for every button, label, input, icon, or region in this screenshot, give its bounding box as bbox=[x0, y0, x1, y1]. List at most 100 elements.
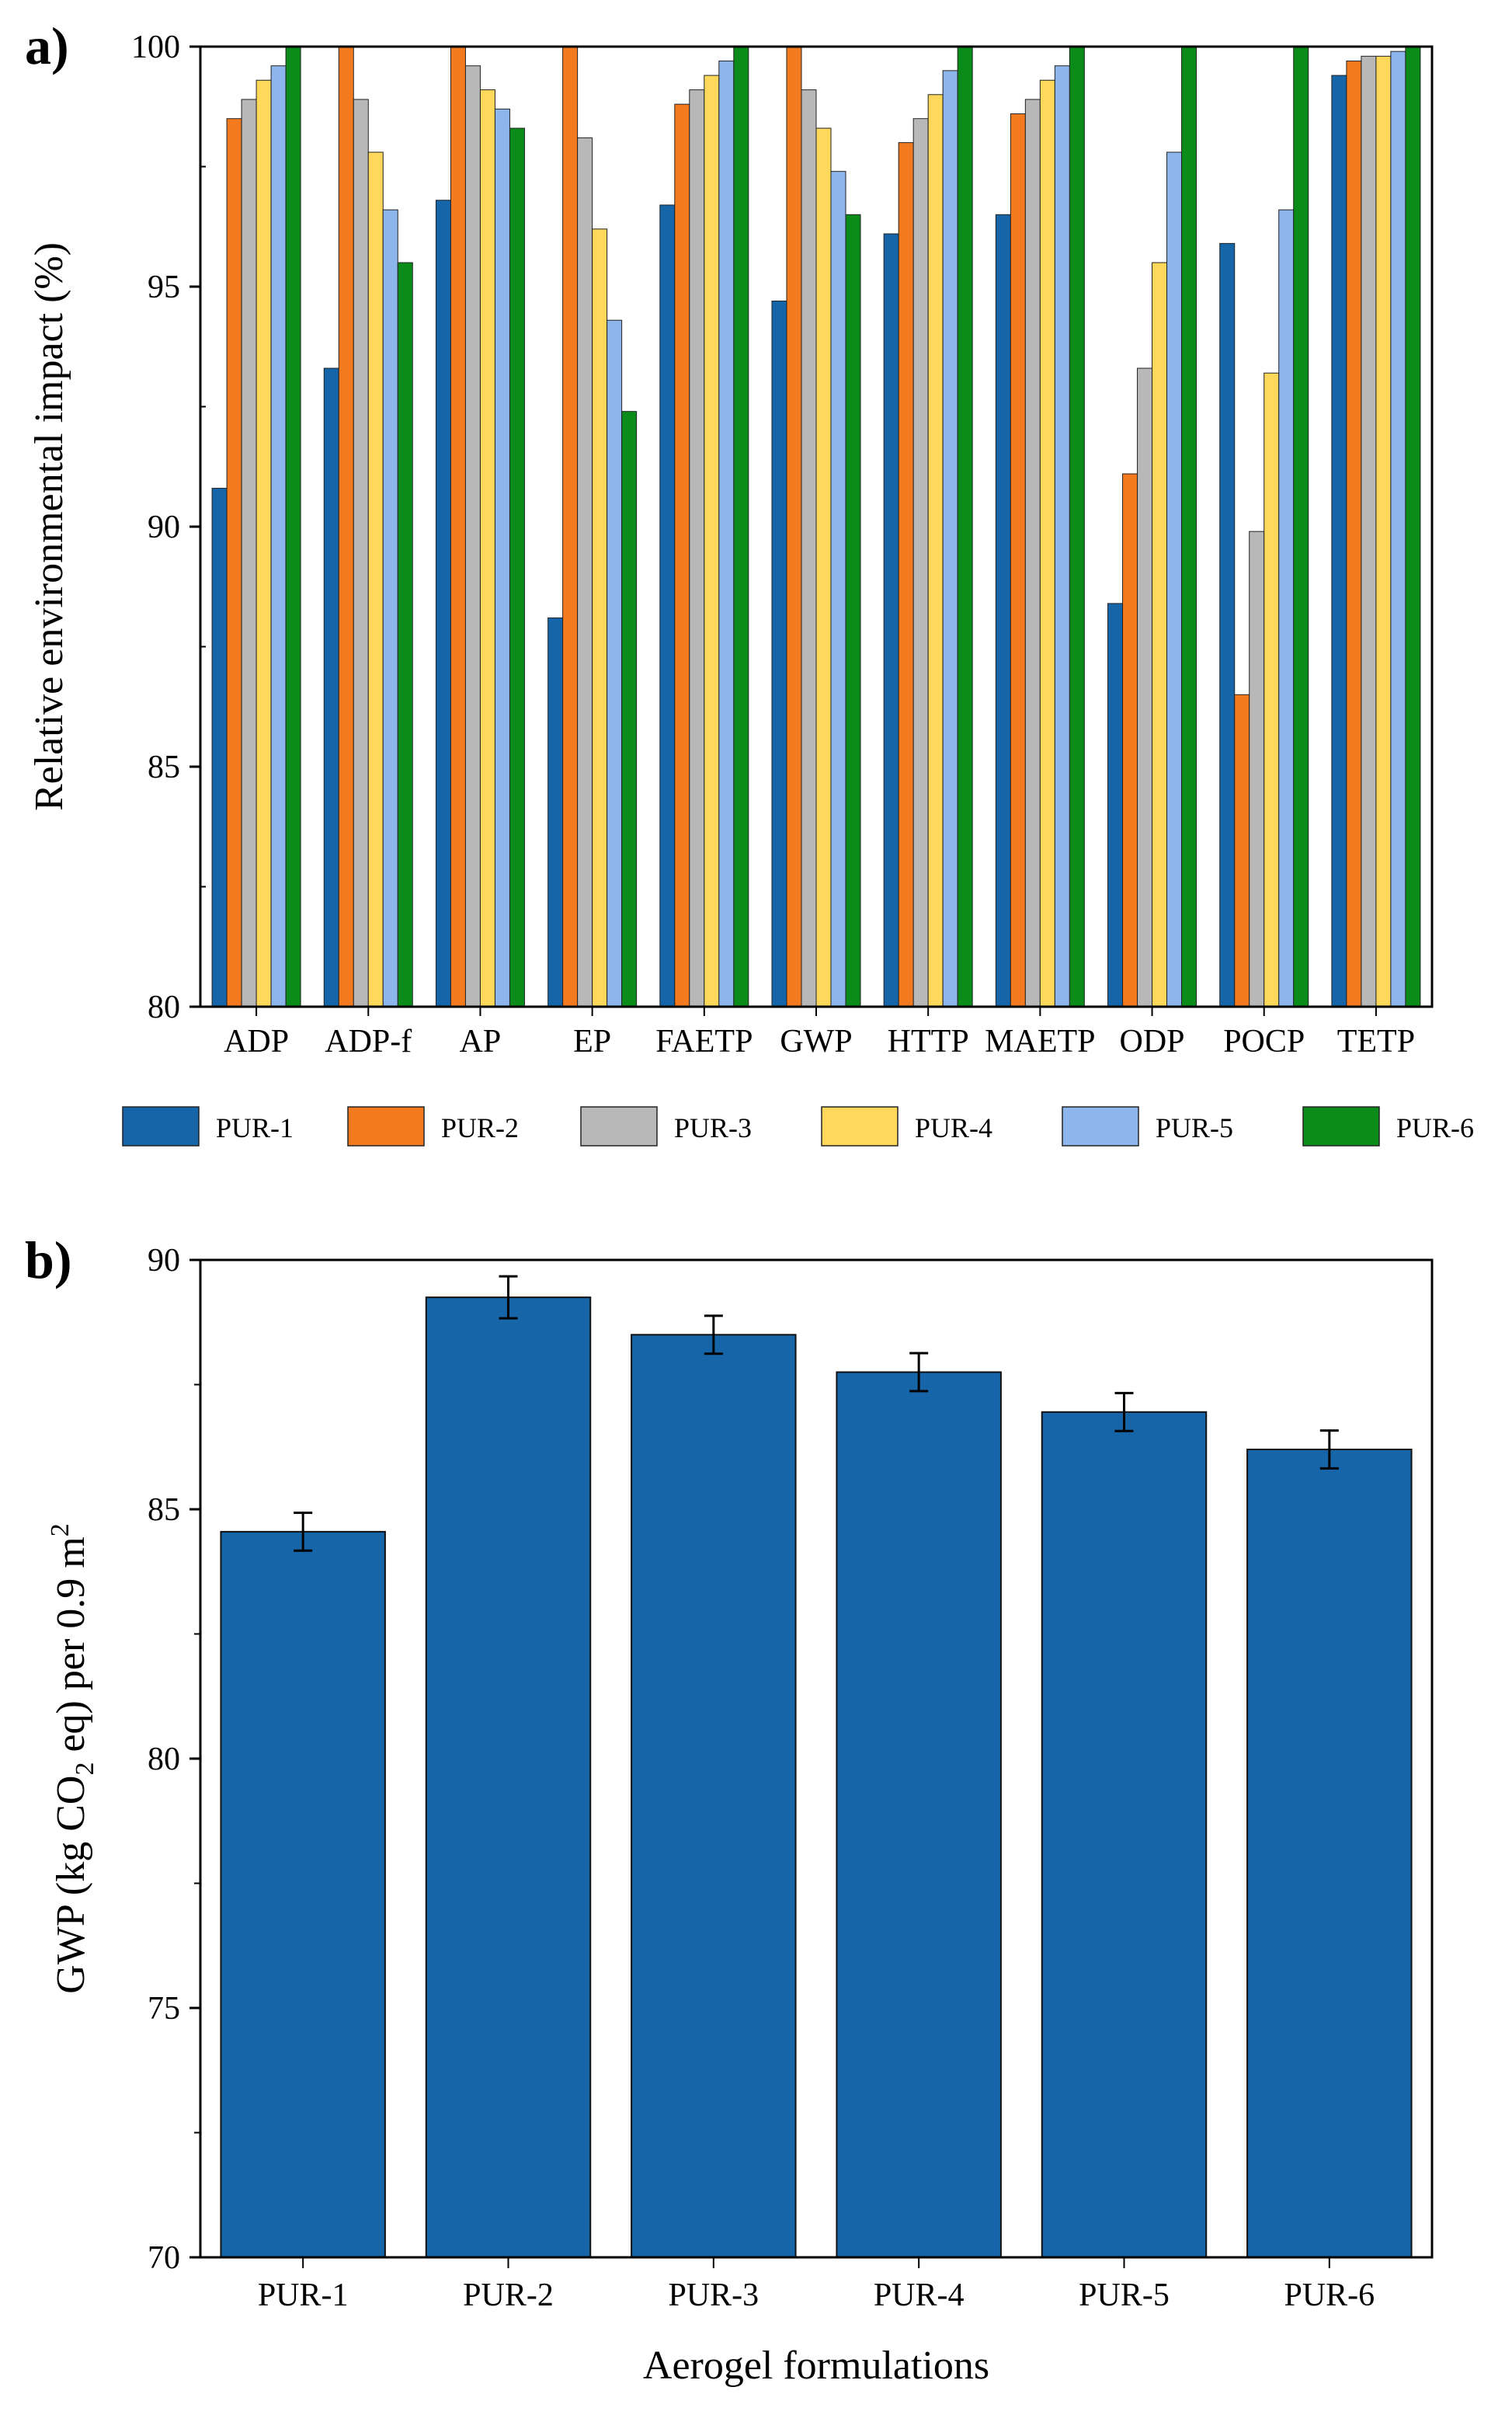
bar-maetp-pur-1 bbox=[995, 214, 1011, 1007]
y-tick-label: 95 bbox=[148, 270, 180, 305]
x-category-label: MAETP bbox=[985, 1024, 1095, 1060]
bar-gwp-pur-5 bbox=[830, 171, 846, 1007]
legend-label-pur-3: PUR-3 bbox=[674, 1112, 752, 1143]
bar-maetp-pur-2 bbox=[1010, 113, 1026, 1007]
bar-pur-2 bbox=[425, 1296, 592, 2258]
bar-maetp-pur-6 bbox=[1069, 46, 1085, 1007]
bar-pocp-pur-1 bbox=[1219, 242, 1236, 1007]
b-ylabel-pre: GWP (kg CO bbox=[49, 1776, 93, 1994]
bar-odp-pur-6 bbox=[1181, 46, 1197, 1007]
x-category-label: POCP bbox=[1223, 1024, 1305, 1060]
bar-ap-pur-1 bbox=[435, 200, 451, 1007]
panel-b-y-axis: 70 75 80 85 90 bbox=[148, 1243, 200, 2276]
x-category-label: TETP bbox=[1337, 1024, 1415, 1060]
bar-http-pur-5 bbox=[942, 70, 958, 1007]
panel-b-y-axis-title: GWP (kg CO2 eq) per 0.9 m2 bbox=[46, 1523, 99, 1993]
bar-pur-3 bbox=[631, 1334, 797, 2258]
legend-label-pur-4: PUR-4 bbox=[915, 1112, 992, 1143]
bar-faetp-pur-6 bbox=[733, 46, 749, 1007]
bar-maetp-pur-4 bbox=[1039, 79, 1055, 1007]
bar-pocp-pur-2 bbox=[1234, 694, 1250, 1007]
bar-pocp-pur-5 bbox=[1278, 209, 1295, 1007]
legend-swatch-pur-1 bbox=[122, 1106, 200, 1147]
bar-odp-pur-1 bbox=[1107, 603, 1124, 1007]
bar-ap-pur-4 bbox=[479, 89, 495, 1007]
bar-ep-pur-6 bbox=[621, 411, 638, 1007]
x-category-label: PUR-3 bbox=[668, 2278, 759, 2313]
panel-b-x-axis: PUR-1 PUR-2 PUR-3 PUR-4 PUR-5 PUR-6 bbox=[258, 2257, 1375, 2313]
bar-http-pur-4 bbox=[927, 94, 944, 1007]
bar-faetp-pur-5 bbox=[718, 61, 735, 1007]
x-category-label: PUR-4 bbox=[874, 2278, 965, 2313]
bar-tetp-pur-6 bbox=[1405, 46, 1421, 1007]
bar-adp-pur-1 bbox=[211, 488, 228, 1007]
bar-adp-f-pur-3 bbox=[353, 99, 369, 1007]
legend-label-pur-2: PUR-2 bbox=[441, 1112, 519, 1143]
bar-faetp-pur-3 bbox=[689, 89, 705, 1007]
legend-swatch-pur-6 bbox=[1302, 1106, 1380, 1147]
x-category-label: PUR-1 bbox=[258, 2278, 349, 2313]
x-category-label: AP bbox=[460, 1024, 502, 1060]
legend-label-pur-5: PUR-5 bbox=[1156, 1112, 1233, 1143]
bar-pur-5 bbox=[1041, 1411, 1208, 2258]
bar-ap-pur-5 bbox=[494, 108, 510, 1007]
y-tick-label: 85 bbox=[148, 750, 180, 785]
bar-http-pur-1 bbox=[883, 233, 899, 1007]
legend-swatch-pur-5 bbox=[1062, 1106, 1139, 1147]
panel-a-legend: PUR-1 PUR-2 PUR-3 PUR-4 PUR-5 PUR-6 bbox=[122, 1106, 1474, 1147]
x-category-label: GWP bbox=[780, 1024, 852, 1060]
bar-tetp-pur-3 bbox=[1361, 55, 1377, 1007]
bar-http-pur-2 bbox=[898, 142, 914, 1007]
bar-ap-pur-2 bbox=[450, 46, 466, 1007]
bar-tetp-pur-5 bbox=[1390, 50, 1406, 1007]
bar-gwp-pur-1 bbox=[771, 301, 787, 1007]
bar-ep-pur-1 bbox=[547, 617, 564, 1007]
legend-swatch-pur-3 bbox=[580, 1106, 658, 1147]
legend-swatch-pur-2 bbox=[347, 1106, 425, 1147]
bar-odp-pur-2 bbox=[1122, 473, 1138, 1007]
bar-odp-pur-3 bbox=[1137, 367, 1153, 1007]
bar-adp-f-pur-4 bbox=[367, 151, 384, 1007]
bar-pocp-pur-3 bbox=[1249, 531, 1265, 1007]
legend-label-pur-1: PUR-1 bbox=[216, 1112, 294, 1143]
bar-pocp-pur-6 bbox=[1293, 46, 1309, 1007]
panel-a-y-axis-title: Relative environmental impact (%) bbox=[27, 242, 71, 811]
panel-b-label: b) bbox=[25, 1230, 71, 1289]
y-tick-label: 80 bbox=[148, 1742, 180, 1777]
b-ylabel-sup: 2 bbox=[46, 1523, 75, 1536]
panel-a-label: a) bbox=[25, 16, 69, 75]
bar-adp-f-pur-5 bbox=[382, 209, 398, 1007]
bar-ep-pur-5 bbox=[607, 319, 623, 1007]
panel-a-chart: a) 80 85 90 95 100 ADP ADP-f AP EP FAETP GWP HTTP M… bbox=[25, 16, 1474, 1147]
bar-http-pur-3 bbox=[912, 118, 929, 1007]
bar-pur-4 bbox=[836, 1371, 1002, 2258]
bar-faetp-pur-1 bbox=[659, 204, 676, 1007]
bar-ap-pur-3 bbox=[464, 65, 481, 1007]
x-category-label: FAETP bbox=[655, 1024, 753, 1060]
b-ylabel-sub: 2 bbox=[71, 1763, 99, 1776]
bar-faetp-pur-4 bbox=[704, 75, 720, 1007]
y-tick-label: 100 bbox=[131, 30, 180, 65]
bar-ep-pur-4 bbox=[592, 228, 608, 1007]
panel-a-x-axis: ADP ADP-f AP EP FAETP GWP HTTP MAETP ODP POCP TETP bbox=[224, 1007, 1415, 1060]
panel-a-bars bbox=[211, 46, 1421, 1007]
bar-adp-f-pur-2 bbox=[338, 46, 354, 1007]
bar-tetp-pur-4 bbox=[1375, 55, 1392, 1007]
y-tick-label: 90 bbox=[148, 1243, 180, 1279]
bar-adp-pur-5 bbox=[270, 65, 287, 1007]
bar-http-pur-6 bbox=[957, 46, 973, 1007]
bar-gwp-pur-2 bbox=[786, 46, 802, 1007]
x-category-label: ADP bbox=[224, 1024, 289, 1060]
bar-ep-pur-2 bbox=[562, 46, 579, 1007]
x-category-label: PUR-5 bbox=[1079, 2278, 1170, 2313]
x-category-label: EP bbox=[573, 1024, 611, 1060]
x-category-label: ODP bbox=[1120, 1024, 1185, 1060]
bar-gwp-pur-3 bbox=[801, 89, 817, 1007]
bar-adp-f-pur-1 bbox=[323, 367, 339, 1007]
x-category-label: HTTP bbox=[888, 1024, 969, 1060]
y-tick-label: 85 bbox=[148, 1492, 180, 1528]
panel-b-x-axis-title: Aerogel formulations bbox=[643, 2344, 989, 2388]
x-category-label: PUR-6 bbox=[1284, 2278, 1375, 2313]
bar-gwp-pur-6 bbox=[845, 214, 861, 1007]
